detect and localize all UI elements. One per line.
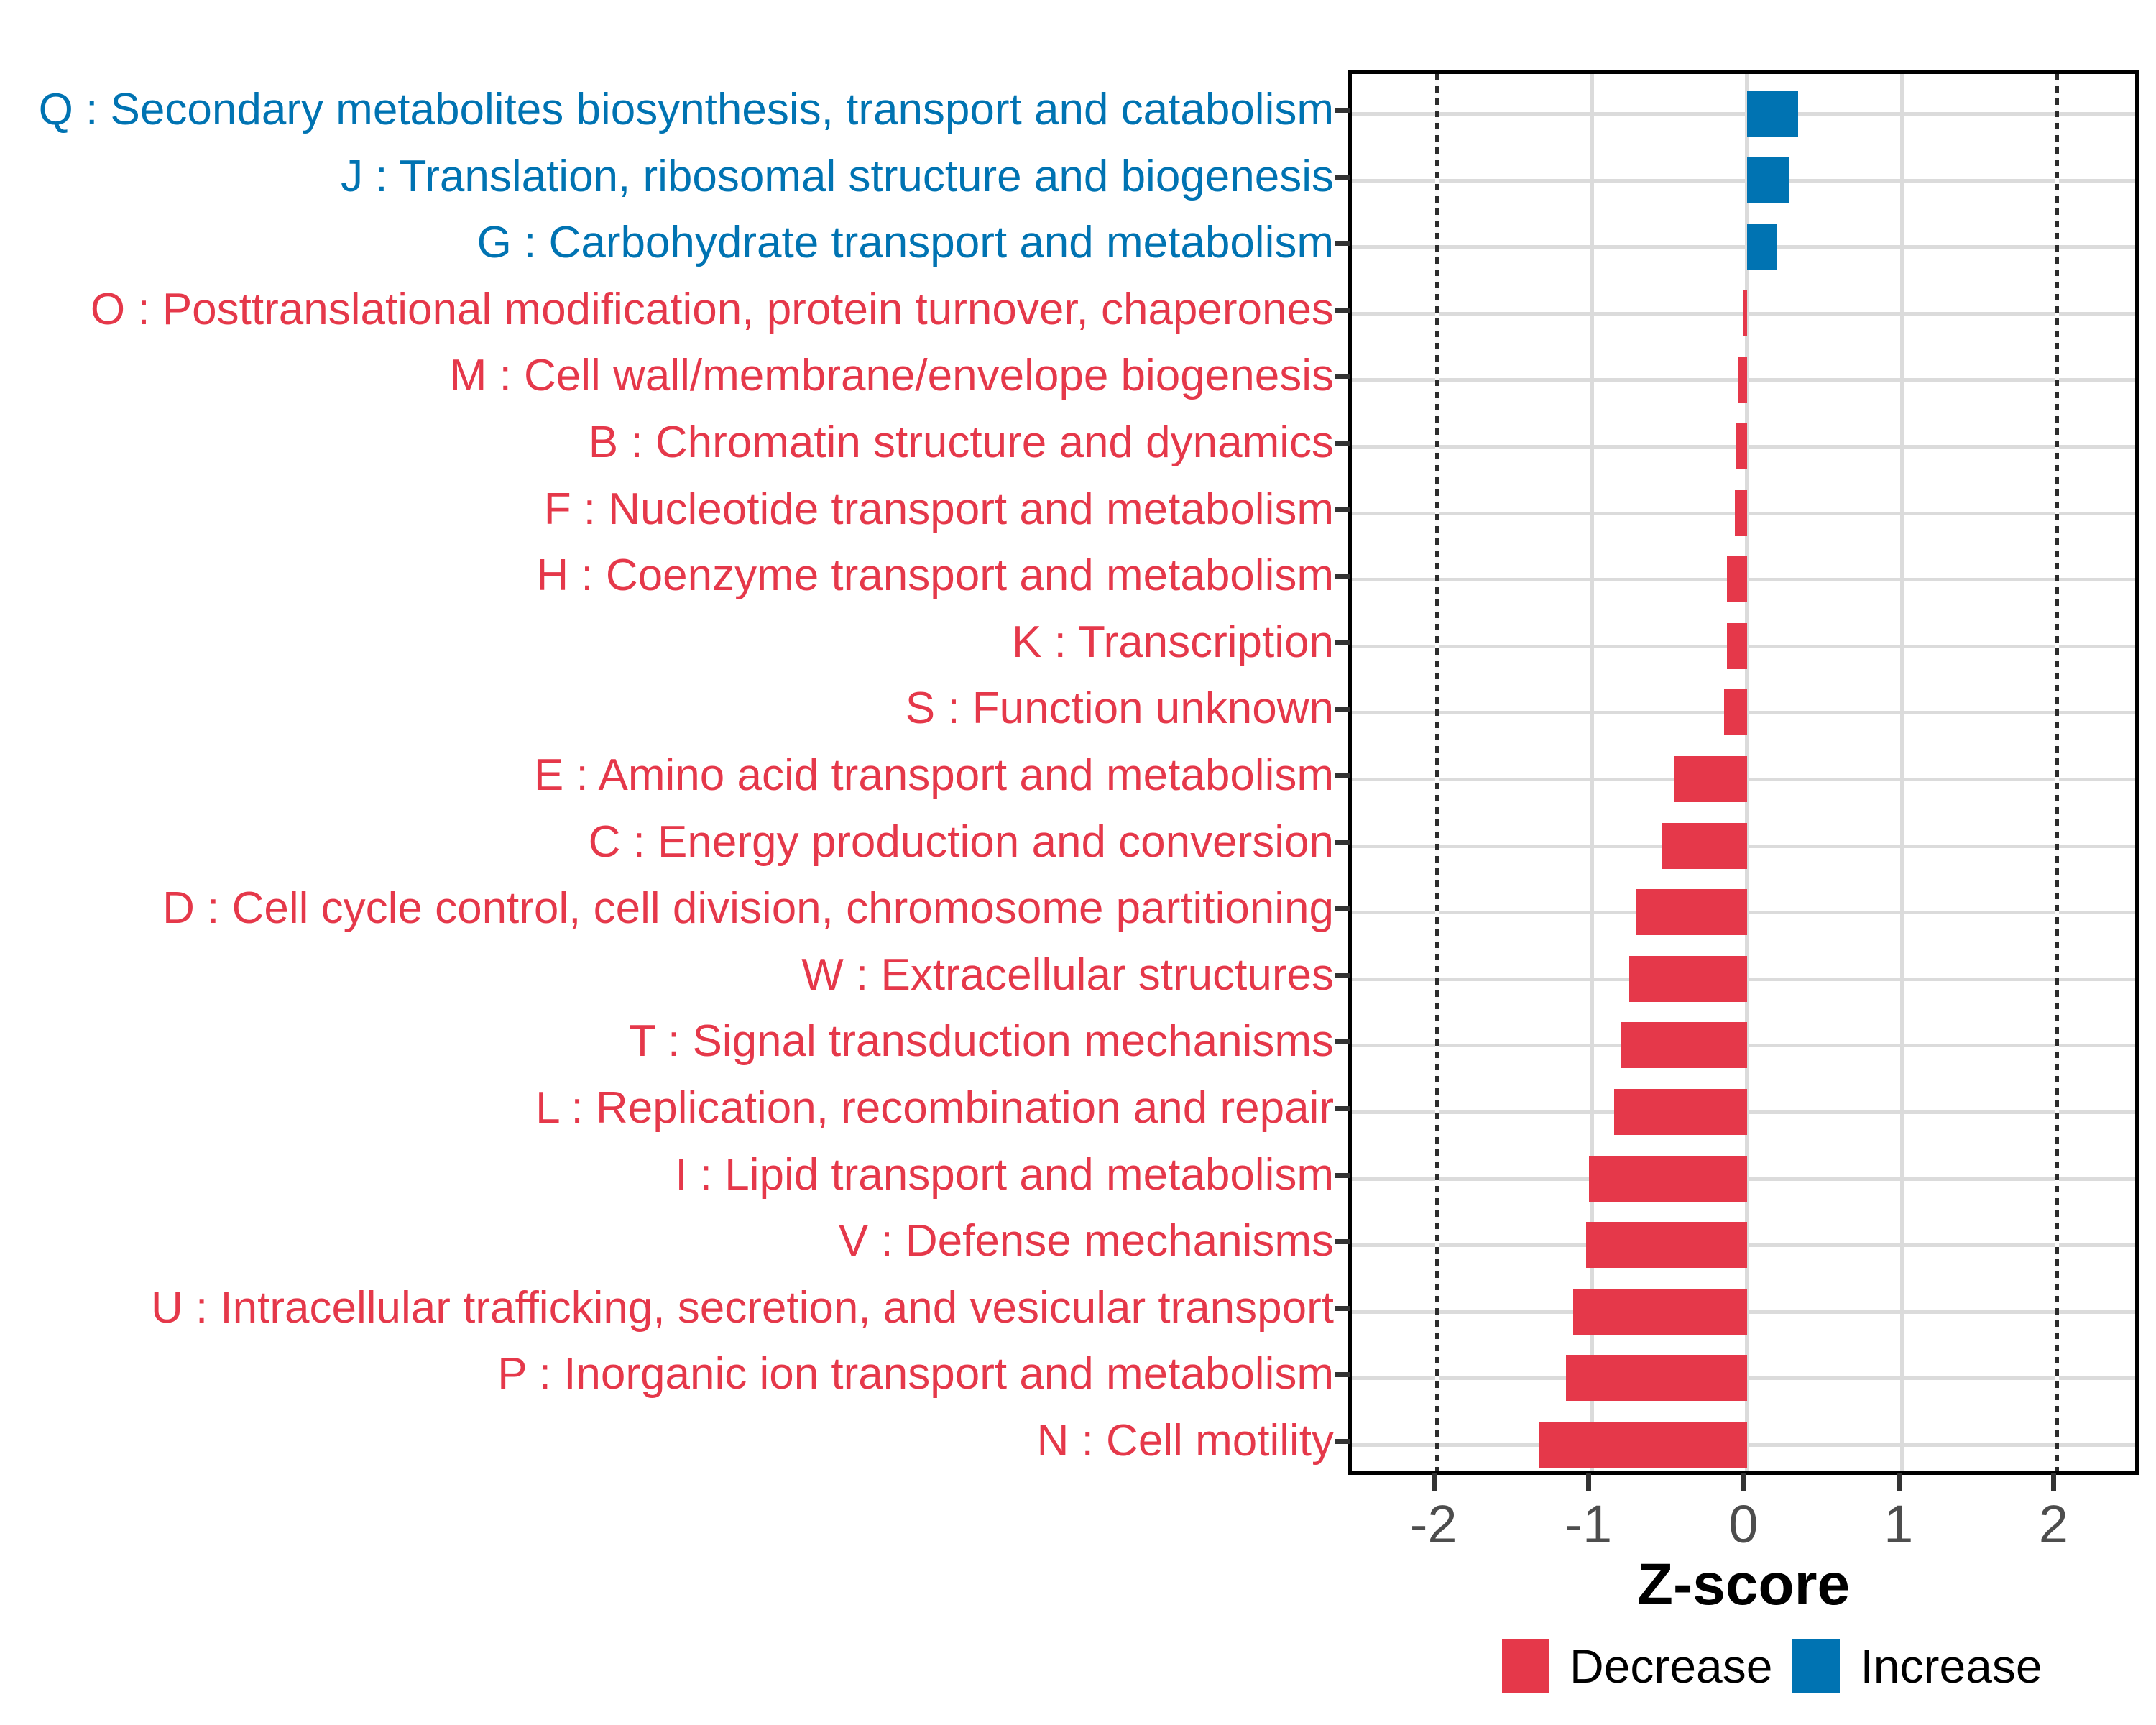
- y-tick: [1335, 174, 1350, 180]
- category-label-P: P : Inorganic ion transport and metaboli…: [497, 1349, 1334, 1399]
- category-label-V: V : Defense mechanisms: [838, 1216, 1334, 1266]
- bar-W: [1629, 955, 1747, 1002]
- category-label-Q: Q : Secondary metabolites biosynthesis, …: [38, 85, 1334, 134]
- y-tick: [1335, 1039, 1350, 1045]
- bar-G: [1747, 224, 1777, 270]
- gridline-x-1: [1899, 74, 1904, 1471]
- category-label-F: F : Nucleotide transport and metabolism: [543, 484, 1334, 534]
- x-tick-label--2: -2: [1409, 1494, 1457, 1554]
- x-axis-title: Z-score: [1636, 1552, 1851, 1617]
- y-tick: [1335, 707, 1350, 712]
- dotted-refline-2: [2055, 74, 2060, 1471]
- y-tick: [1335, 1439, 1350, 1444]
- y-tick: [1335, 241, 1350, 247]
- x-tick-2: [2051, 1473, 2057, 1491]
- bar-P: [1565, 1355, 1747, 1402]
- bar-F: [1734, 489, 1747, 536]
- y-tick: [1335, 972, 1350, 978]
- bar-M: [1738, 356, 1747, 403]
- category-label-N: N : Cell motility: [1036, 1416, 1334, 1466]
- category-label-U: U : Intracellular trafficking, secretion…: [150, 1282, 1334, 1333]
- category-label-K: K : Transcription: [1012, 617, 1334, 667]
- y-tick: [1335, 1239, 1350, 1245]
- y-tick: [1335, 441, 1350, 446]
- gridline-row: [1352, 178, 2135, 183]
- y-tick: [1335, 840, 1350, 845]
- increase-label: Increase: [1860, 1639, 2042, 1693]
- x-tick-label-2: 2: [2038, 1494, 2068, 1554]
- category-label-D: D : Cell cycle control, cell division, c…: [162, 883, 1334, 934]
- bar-H: [1726, 556, 1747, 603]
- bar-Q: [1747, 91, 1799, 137]
- x-tick-1: [1896, 1473, 1902, 1491]
- bar-D: [1635, 889, 1747, 936]
- y-tick: [1335, 1106, 1350, 1111]
- bar-I: [1589, 1155, 1747, 1202]
- legend-item-decrease: Decrease: [1502, 1639, 1772, 1693]
- category-label-H: H : Coenzyme transport and metabolism: [536, 551, 1334, 601]
- y-tick: [1335, 906, 1350, 912]
- legend: Decrease Increase: [1502, 1637, 2042, 1695]
- x-tick--1: [1586, 1473, 1592, 1491]
- category-label-C: C : Energy production and conversion: [588, 816, 1334, 867]
- bar-T: [1621, 1022, 1747, 1069]
- increase-swatch: [1792, 1639, 1841, 1693]
- bar-N: [1539, 1422, 1747, 1468]
- decrease-swatch: [1502, 1639, 1549, 1693]
- bar-J: [1747, 157, 1789, 203]
- y-tick: [1335, 374, 1350, 380]
- category-label-B: B : Chromatin structure and dynamics: [588, 418, 1334, 467]
- category-label-G: G : Carbohydrate transport and metabolis…: [476, 218, 1334, 268]
- category-label-E: E : Amino acid transport and metabolism: [533, 750, 1334, 800]
- x-tick-0: [1741, 1473, 1746, 1491]
- y-tick: [1335, 640, 1350, 645]
- category-label-M: M : Cell wall/membrane/envelope biogenes…: [449, 351, 1334, 401]
- y-tick: [1335, 1305, 1350, 1311]
- category-label-L: L : Replication, recombination and repai…: [535, 1083, 1334, 1133]
- gridline-row: [1352, 112, 2135, 116]
- x-tick-label-0: 0: [1728, 1494, 1759, 1554]
- plot-panel: [1348, 70, 2139, 1475]
- legend-item-increase: Increase: [1792, 1639, 2042, 1693]
- category-label-S: S : Function unknown: [905, 684, 1334, 734]
- gridline-x-0: [1745, 74, 1749, 1471]
- bar-O: [1742, 290, 1747, 336]
- y-tick: [1335, 1172, 1350, 1178]
- category-label-O: O : Posttranslational modification, prot…: [90, 284, 1334, 334]
- y-tick: [1335, 307, 1350, 313]
- bar-S: [1723, 689, 1747, 736]
- bar-C: [1662, 822, 1747, 869]
- category-label-T: T : Signal transduction mechanisms: [629, 1016, 1334, 1067]
- decrease-label: Decrease: [1570, 1639, 1773, 1693]
- y-tick: [1335, 108, 1350, 113]
- x-tick-label-1: 1: [1884, 1494, 1914, 1554]
- y-tick: [1335, 773, 1350, 778]
- bar-V: [1585, 1222, 1747, 1269]
- bar-B: [1736, 423, 1747, 469]
- bar-U: [1573, 1288, 1747, 1335]
- y-tick: [1335, 574, 1350, 579]
- category-label-I: I : Lipid transport and metabolism: [675, 1149, 1334, 1200]
- bar-K: [1726, 622, 1747, 669]
- y-tick: [1335, 507, 1350, 512]
- bar-L: [1613, 1089, 1747, 1135]
- bar-E: [1674, 756, 1747, 802]
- category-label-J: J : Translation, ribosomal structure and…: [341, 151, 1334, 201]
- x-tick--2: [1431, 1473, 1437, 1491]
- dotted-refline--2: [1434, 74, 1439, 1471]
- gridline-row: [1352, 245, 2135, 249]
- x-tick-label--1: -1: [1565, 1494, 1613, 1554]
- y-tick: [1335, 1372, 1350, 1378]
- category-label-W: W : Extracellular structures: [801, 949, 1334, 1000]
- gridline-x--1: [1590, 74, 1595, 1471]
